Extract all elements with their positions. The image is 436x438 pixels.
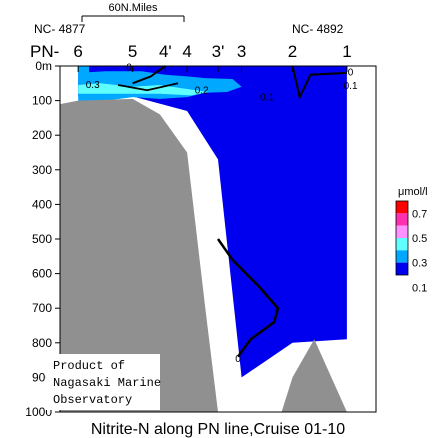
colorbar-label-0: 0.7 — [412, 208, 427, 220]
depth-tick-label-1: 100 — [32, 94, 52, 108]
colorbar-swatch-3 — [396, 238, 408, 251]
line-name-label: PN- — [30, 42, 59, 61]
band-below-0.1 — [78, 66, 347, 378]
seafloor-shelf — [60, 98, 218, 413]
colorbar-swatch-5 — [396, 262, 408, 275]
seafloor-ridge — [281, 339, 347, 412]
credit-line-2: Nagasaki Marine — [53, 376, 161, 390]
colorbar-frame — [395, 200, 409, 276]
colorbar-label-1: 0.5 — [412, 233, 427, 245]
depth-tick-label-5: 500 — [32, 232, 52, 246]
left-end-label: NC- 4877 — [34, 22, 86, 36]
credit-line-1: Product of — [53, 359, 125, 373]
colorbar: μmol/l 0.7 0.5 0.3 0.1 — [395, 186, 428, 294]
scale-bar: 60N.Miles — [81, 2, 185, 22]
contour-label-0: 0 — [126, 62, 132, 73]
contour-label-6: 0 — [235, 354, 241, 365]
colorbar-swatch-1 — [396, 213, 408, 226]
contour-label-4: 0 — [348, 68, 354, 79]
contour-label-5: 0.1 — [344, 81, 358, 92]
colorbar-swatch-0 — [396, 201, 408, 214]
station-label-6: 2 — [288, 42, 297, 61]
station-tick-marks — [77, 66, 348, 72]
depth-tick-label-10: 1000 — [25, 405, 52, 419]
contour-lines — [117, 65, 347, 358]
contour-label-2: 0.2 — [195, 86, 209, 97]
depth-tick-label-2: 200 — [32, 128, 52, 142]
station-label-3: 4 — [182, 42, 191, 61]
colorbar-label-2: 0.3 — [412, 258, 427, 270]
station-label-5: 3 — [237, 42, 246, 61]
station-label-4: 3' — [212, 42, 225, 61]
chart-title: Nitrite-N along PN line,Cruise 01-10 — [91, 421, 345, 438]
depth-tick-label-8: 800 — [32, 336, 52, 350]
credit-box-background — [46, 354, 160, 410]
contour-label-1: 0.3 — [86, 80, 100, 91]
depth-tick-label-0: 0m — [35, 59, 52, 73]
contour-labels: 0 0.3 0.2 0.1 0 0.1 0 — [86, 62, 358, 364]
colorbar-label-3: 0.1 — [412, 282, 427, 294]
depth-tick-label-6: 600 — [32, 267, 52, 281]
depth-tick-label-4: 400 — [32, 197, 52, 211]
contour-label-3: 0.1 — [260, 93, 274, 104]
station-label-1: 5 — [128, 42, 137, 61]
colorbar-unit: μmol/l — [398, 186, 428, 198]
colorbar-swatch-2 — [396, 225, 408, 238]
depth-tick-label-3: 300 — [32, 163, 52, 177]
credit-box: Product of Nagasaki Marine Observatory — [46, 354, 161, 410]
bathymetry — [60, 98, 347, 413]
credit-line-3: Observatory — [53, 393, 132, 407]
colorbar-swatch-4 — [396, 250, 408, 263]
right-end-label: NC- 4892 — [292, 22, 344, 36]
zero-contour-shallow-1 — [132, 65, 166, 85]
station-label-2: 4' — [159, 42, 172, 61]
band-near-surface-0.1 — [78, 66, 90, 84]
depth-tick-label-7: 700 — [32, 301, 52, 315]
zero-contour-deep — [216, 238, 280, 358]
station-label-7: 1 — [342, 42, 351, 61]
station-label-0: 6 — [73, 42, 82, 61]
zero-contour-right — [291, 65, 347, 101]
scale-bar-label: 60N.Miles — [109, 2, 158, 14]
zero-contour-shallow-2 — [117, 82, 179, 92]
station-labels: 6 5 4' 4 3' 3 2 1 — [73, 42, 351, 61]
